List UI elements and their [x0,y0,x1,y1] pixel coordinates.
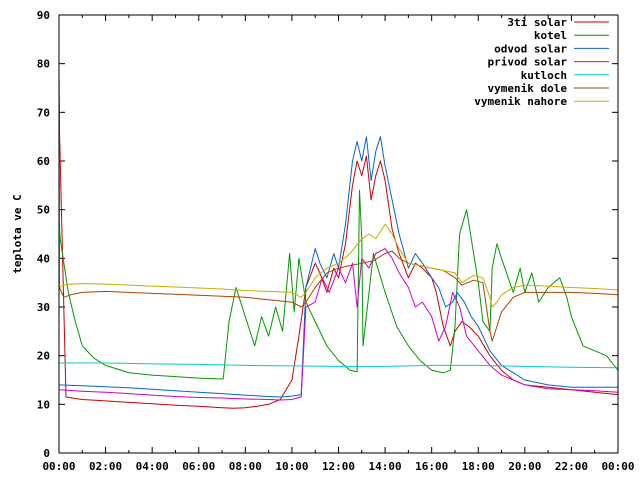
y-tick-label: 60 [37,155,50,168]
x-tick-label: 00:00 [42,460,75,473]
x-tick-label: 04:00 [136,460,169,473]
x-tick-label: 18:00 [462,460,495,473]
legend-label: odvod solar [494,42,567,55]
legend-label: vymenik dole [488,82,568,95]
x-tick-label: 16:00 [415,460,448,473]
y-tick-label: 30 [37,301,50,314]
series-line-3ti-solar [58,73,619,409]
series-line-odvod-solar [58,136,618,398]
series-line-kotel [58,189,619,380]
series-line-kutloch [59,362,619,369]
x-tick-label: 02:00 [89,460,122,473]
y-tick-label: 50 [37,204,50,217]
x-tick-label: 14:00 [369,460,402,473]
y-tick-label: 0 [43,447,50,460]
series-line-vymenik-nahore [58,83,619,308]
y-tick-label: 40 [37,252,50,265]
y-tick-label: 70 [37,106,50,119]
x-tick-label: 20:00 [508,460,541,473]
plot-frame [58,14,619,454]
x-tick-label: 06:00 [182,460,215,473]
y-tick-label: 20 [37,350,50,363]
y-tick-label: 10 [37,398,50,411]
series-lines [58,73,619,409]
legend-label: kutloch [521,69,567,82]
y-tick-label: 90 [37,9,50,22]
x-tick-label: 00:00 [601,460,634,473]
x-tick-label: 22:00 [555,460,588,473]
legend-label: kotel [534,29,567,42]
y-axis-ticks: 0 10 20 30 40 50 60 70 80 90 [37,9,618,460]
y-tick-label: 80 [37,58,50,71]
x-axis-ticks: 00:00 02:00 04:00 06:00 08:00 10:00 12:00 14:00… [42,15,635,473]
y-axis-title: teplota ve C [11,194,24,273]
series-line-privod-solar [58,248,619,401]
x-tick-label: 10:00 [275,460,308,473]
legend-label: privod solar [488,56,568,69]
x-tick-label: 12:00 [322,460,355,473]
legend-label: vymenik nahore [474,95,567,108]
legend-label: 3ti solar [507,16,567,29]
x-tick-label: 08:00 [229,460,262,473]
series-line-vymenik-dole [58,83,619,342]
